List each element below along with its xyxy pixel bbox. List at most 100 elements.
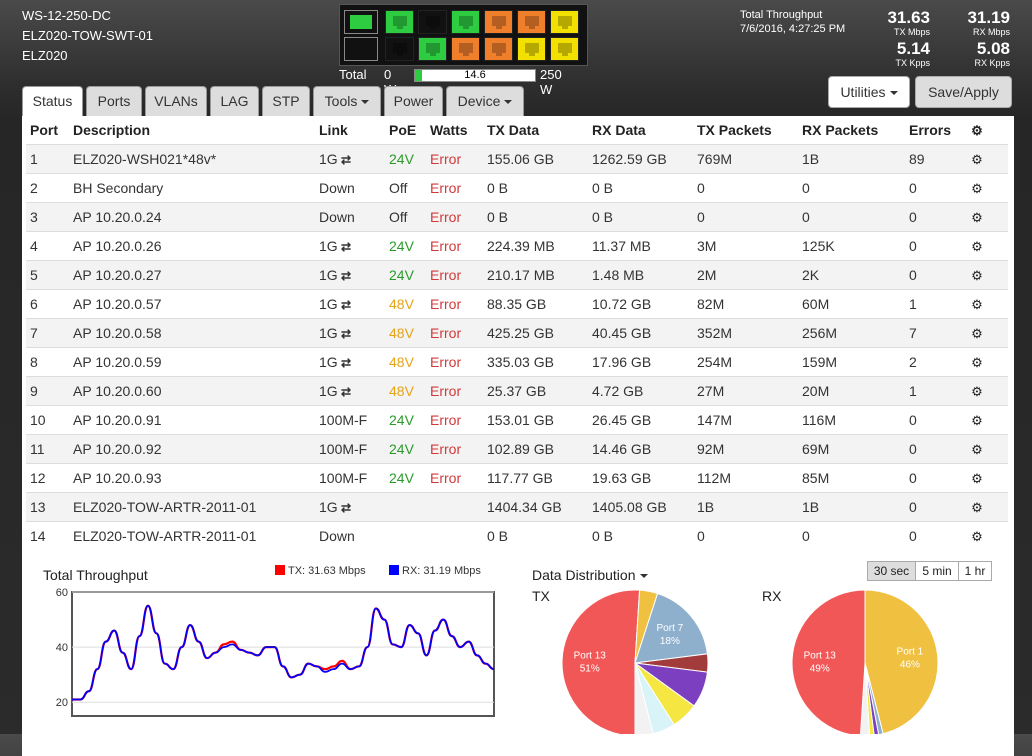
tab-lag[interactable]: LAG: [210, 86, 259, 116]
power-total-label: Total: [339, 67, 367, 82]
rx-packets-cell: 116M: [798, 405, 905, 435]
tx-kpps-stat: 5.14 TX Kpps: [860, 40, 930, 69]
gear-icon[interactable]: ⚙: [971, 122, 983, 138]
poe-cell-text: Off: [389, 209, 408, 225]
range-1hr-button[interactable]: 1 hr: [958, 561, 992, 581]
description-cell: AP 10.20.0.91: [69, 405, 315, 435]
table-row[interactable]: 6 AP 10.20.0.57 1G ⇄ 48V Error 88.35 GB 10.72 …: [26, 289, 1008, 319]
gear-icon[interactable]: ⚙: [971, 441, 983, 457]
mgmt-port-2[interactable]: [344, 37, 378, 61]
throughput-chart-title: Total Throughput: [43, 567, 148, 583]
row-settings-cell: ⚙: [967, 463, 1008, 493]
tab-tools[interactable]: Tools: [313, 86, 381, 116]
rx-kpps-unit: RX Kpps: [974, 58, 1010, 68]
save-apply-button[interactable]: Save/Apply: [915, 76, 1012, 108]
tab-ports[interactable]: Ports: [86, 86, 142, 116]
rx-data-cell: 1405.08 GB: [588, 492, 693, 522]
gear-icon[interactable]: ⚙: [971, 412, 983, 428]
gear-icon[interactable]: ⚙: [971, 151, 983, 167]
tx-packets-cell: 2M: [693, 260, 798, 290]
errors-cell-text: 0: [909, 180, 917, 196]
switch-port-5[interactable]: [517, 10, 546, 34]
table-row[interactable]: 11 AP 10.20.0.92 100M-F 24V Error 102.89 GB 14…: [26, 434, 1008, 464]
tab-status[interactable]: Status: [22, 86, 83, 117]
gear-icon[interactable]: ⚙: [971, 209, 983, 225]
tab-vlans[interactable]: VLANs: [145, 86, 207, 116]
switch-port-12[interactable]: [550, 37, 579, 61]
link-cell-text: 1G: [319, 499, 338, 515]
switch-port-6[interactable]: [550, 10, 579, 34]
link-swap-icon: ⇄: [337, 501, 352, 515]
power-bar: 14.6: [414, 69, 536, 82]
gear-icon[interactable]: ⚙: [971, 470, 983, 486]
tx-pie-label: TX: [532, 588, 550, 604]
table-row[interactable]: 13 ELZ020-TOW-ARTR-2011-01 1G ⇄ 1404.34 GB 1…: [26, 492, 1008, 522]
description-cell: AP 10.20.0.24: [69, 202, 315, 232]
rx-packets-cell-text: 256M: [802, 325, 838, 341]
switch-port-10[interactable]: [484, 37, 513, 61]
rx-data-cell-text: 17.96 GB: [592, 354, 652, 370]
gear-icon[interactable]: ⚙: [971, 238, 983, 254]
range-5min-button[interactable]: 5 min: [915, 561, 959, 581]
table-row[interactable]: 12 AP 10.20.0.93 100M-F 24V Error 117.77 GB 19…: [26, 463, 1008, 493]
rx-packets-cell: 125K: [798, 231, 905, 261]
pie-slice: [864, 662, 875, 734]
rx-legend-swatch: [389, 565, 399, 575]
tx-data-cell-text: 335.03 GB: [487, 354, 554, 370]
switch-port-11[interactable]: [517, 37, 546, 61]
table-row[interactable]: 4 AP 10.20.0.26 1G ⇄ 24V Error 224.39 MB 11.37…: [26, 231, 1008, 261]
tx-packets-cell: 27M: [693, 376, 798, 406]
table-row[interactable]: 1 ELZ020-WSH021*48v* 1G ⇄ 24V Error 155.06 GB…: [26, 144, 1008, 174]
table-row[interactable]: 8 AP 10.20.0.59 1G ⇄ 48V Error 335.03 GB 17.96…: [26, 347, 1008, 377]
y-tick-label: 60: [56, 587, 68, 599]
row-settings-cell: ⚙: [967, 376, 1008, 406]
poe-cell-text: 48V: [389, 354, 414, 370]
port-cell: 9: [26, 376, 69, 406]
port-cell: 3: [26, 202, 69, 232]
gear-icon[interactable]: ⚙: [971, 180, 983, 196]
switch-port-2[interactable]: [418, 10, 447, 34]
gear-icon[interactable]: ⚙: [971, 383, 983, 399]
ethernet-jack-icon: [426, 16, 440, 29]
table-row[interactable]: 10 AP 10.20.0.91 100M-F 24V Error 153.01 GB 26…: [26, 405, 1008, 435]
gear-icon[interactable]: ⚙: [971, 499, 983, 515]
table-row[interactable]: 3 AP 10.20.0.24 Down Off Error 0 B 0 B 0 0 0 ⚙: [26, 202, 1008, 232]
data-distribution-dropdown[interactable]: Data Distribution: [532, 567, 648, 583]
errors-cell-text: 0: [909, 209, 917, 225]
tx-data-cell: 153.01 GB: [483, 405, 588, 435]
table-row[interactable]: 2 BH Secondary Down Off Error 0 B 0 B 0 0 0 ⚙: [26, 173, 1008, 203]
switch-port-1[interactable]: [385, 10, 414, 34]
gear-icon[interactable]: ⚙: [971, 354, 983, 370]
switch-port-7[interactable]: [385, 37, 414, 61]
table-row[interactable]: 9 AP 10.20.0.60 1G ⇄ 48V Error 25.37 GB 4.72 G…: [26, 376, 1008, 406]
range-30sec-button[interactable]: 30 sec: [867, 561, 916, 581]
link-cell: 1G ⇄: [315, 318, 385, 348]
errors-cell: 2: [905, 347, 967, 377]
tab-stp[interactable]: STP: [262, 86, 310, 116]
table-row[interactable]: 14 ELZ020-TOW-ARTR-2011-01 Down 0 B 0 B 0 0 0 ⚙: [26, 521, 1008, 550]
switch-port-4[interactable]: [484, 10, 513, 34]
switch-port-3[interactable]: [451, 10, 480, 34]
pie-slice-percent: 51%: [580, 664, 600, 675]
tx-packets-cell-text: 352M: [697, 325, 733, 341]
table-row[interactable]: 7 AP 10.20.0.58 1G ⇄ 48V Error 425.25 GB 40.45…: [26, 318, 1008, 348]
gear-icon[interactable]: ⚙: [971, 296, 983, 312]
table-row[interactable]: 5 AP 10.20.0.27 1G ⇄ 24V Error 210.17 MB 1.48 …: [26, 260, 1008, 290]
gear-icon[interactable]: ⚙: [971, 267, 983, 283]
rx-data-cell: 19.63 GB: [588, 463, 693, 493]
utilities-button[interactable]: Utilities: [828, 76, 910, 108]
switch-port-9[interactable]: [451, 37, 480, 61]
tab-device[interactable]: Device: [446, 86, 524, 116]
tab-power[interactable]: Power: [384, 86, 443, 116]
tx-data-cell: 425.25 GB: [483, 318, 588, 348]
gear-icon[interactable]: ⚙: [971, 325, 983, 341]
watts-cell-text: Error: [430, 441, 462, 457]
rx-data-cell-text: 40.45 GB: [592, 325, 652, 341]
port-cell-text: 2: [30, 180, 38, 196]
rx-data-cell-text: 26.45 GB: [592, 412, 652, 428]
rx-data-cell-text: 10.72 GB: [592, 296, 652, 312]
gear-icon[interactable]: ⚙: [971, 528, 983, 544]
switch-port-8[interactable]: [418, 37, 447, 61]
rx-packets-cell: 1B: [798, 144, 905, 174]
mgmt-port-1[interactable]: [344, 10, 378, 34]
